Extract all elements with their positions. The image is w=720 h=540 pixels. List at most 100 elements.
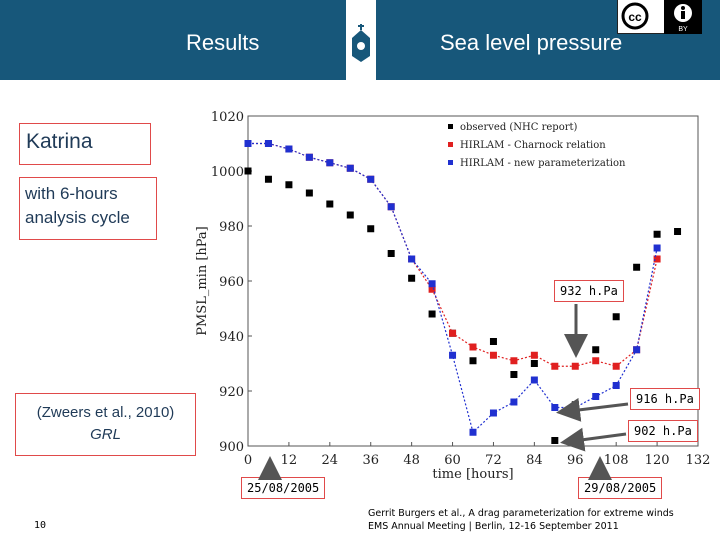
data-point xyxy=(653,230,661,238)
data-point xyxy=(449,329,457,337)
annot-902: 902 h.Pa xyxy=(628,420,698,442)
data-point xyxy=(367,175,375,183)
legend-entry: HIRLAM - new parameterization xyxy=(460,158,626,169)
data-point xyxy=(612,362,620,370)
data-point xyxy=(264,140,272,147)
y-tick-label: 900 xyxy=(219,440,244,455)
crest-logo xyxy=(346,0,376,80)
data-point xyxy=(326,200,334,208)
reference-line1: (Zweers et al., 2010) xyxy=(36,404,175,421)
x-axis-label: time [hours] xyxy=(432,467,513,480)
legend-marker xyxy=(448,142,453,147)
data-point xyxy=(244,167,252,175)
credit-line1: Gerrit Burgers et al., A drag parameteri… xyxy=(368,508,674,519)
header-bar: Results Sea level pressure cc BY xyxy=(0,0,720,80)
data-point xyxy=(469,343,477,351)
section-title: Results xyxy=(186,30,260,55)
x-tick-label: 24 xyxy=(322,453,339,468)
arrow-916 xyxy=(556,397,629,422)
legend-marker xyxy=(448,160,453,165)
data-point xyxy=(510,357,518,365)
footer-credit: Gerrit Burgers et al., A drag parameteri… xyxy=(368,507,674,533)
y-tick-label: 940 xyxy=(219,330,244,345)
cc-license-badge: cc BY xyxy=(617,0,702,34)
by-label: BY xyxy=(678,26,688,33)
slide-title: Sea level pressure xyxy=(440,30,623,55)
cycle-label-box: with 6-hours analysis cycle xyxy=(19,177,157,240)
cc-icon: cc xyxy=(628,10,642,24)
data-point xyxy=(551,404,559,411)
y-tick-label: 920 xyxy=(219,385,244,400)
data-point xyxy=(428,280,436,288)
data-point xyxy=(326,159,334,167)
x-tick-label: 132 xyxy=(686,453,710,468)
x-tick-label: 48 xyxy=(403,453,420,468)
data-point xyxy=(633,346,641,354)
data-point xyxy=(592,346,600,354)
data-point xyxy=(244,140,252,147)
legend-entry: HIRLAM - Charnock relation xyxy=(460,140,606,151)
series-line xyxy=(248,142,658,434)
data-point xyxy=(653,244,661,252)
y-tick-label: 1000 xyxy=(211,165,244,180)
data-point xyxy=(551,362,559,370)
data-point xyxy=(653,255,661,263)
data-point xyxy=(530,360,538,367)
data-point xyxy=(367,225,375,233)
legend-marker xyxy=(448,124,453,129)
data-point xyxy=(408,255,416,263)
x-tick-label: 84 xyxy=(526,453,543,468)
data-point xyxy=(264,175,272,183)
legend-entry: observed (NHC report) xyxy=(460,122,578,133)
x-tick-label: 12 xyxy=(281,453,298,468)
annot-916: 916 h.Pa xyxy=(630,388,700,410)
data-point xyxy=(592,393,600,400)
data-point xyxy=(551,437,559,444)
pressure-chart: 0 12 24 36 48 60 72 84 96 108 120 13290092094096098… xyxy=(195,110,710,480)
data-point xyxy=(305,153,313,161)
data-point xyxy=(510,371,518,378)
data-point xyxy=(305,189,313,197)
data-point xyxy=(469,357,477,365)
date-end-label: 29/08/2005 xyxy=(578,477,663,499)
x-tick-label: 0 xyxy=(244,453,252,468)
data-point xyxy=(387,250,395,257)
y-tick-label: 960 xyxy=(219,275,244,290)
x-tick-label: 36 xyxy=(362,453,379,468)
x-tick-label: 96 xyxy=(567,453,584,468)
data-point xyxy=(612,313,620,321)
x-tick-label: 60 xyxy=(444,453,461,468)
reference-box: (Zweers et al., 2010) GRL xyxy=(15,393,196,456)
data-point xyxy=(285,145,293,153)
data-point xyxy=(469,428,477,436)
data-point xyxy=(449,351,457,359)
data-point xyxy=(489,409,497,417)
storm-label: Katrina xyxy=(26,130,93,153)
annot-932: 932 h.Pa xyxy=(554,280,624,302)
data-point xyxy=(428,310,436,318)
data-point xyxy=(346,211,354,219)
data-point xyxy=(571,362,579,370)
y-tick-label: 980 xyxy=(219,220,244,235)
storm-label-box: Katrina xyxy=(19,123,151,165)
page-number: 10 xyxy=(34,520,47,531)
data-point xyxy=(428,285,436,293)
data-point xyxy=(633,263,641,271)
data-point xyxy=(612,382,620,389)
data-point xyxy=(674,228,682,235)
data-point xyxy=(285,181,293,189)
data-point xyxy=(530,376,538,384)
y-axis-label: PMSL_min [hPa] xyxy=(195,226,210,336)
data-point xyxy=(346,164,354,172)
credit-line2: EMS Annual Meeting | Berlin, 12-16 Septe… xyxy=(368,521,619,532)
data-point xyxy=(408,274,416,282)
data-point xyxy=(510,398,518,406)
data-point xyxy=(489,338,497,345)
data-point xyxy=(530,351,538,359)
data-point xyxy=(592,357,600,365)
data-point xyxy=(489,351,497,359)
date-start-label: 25/08/2005 xyxy=(241,477,326,499)
x-tick-label: 72 xyxy=(485,453,502,468)
data-point xyxy=(387,203,395,211)
